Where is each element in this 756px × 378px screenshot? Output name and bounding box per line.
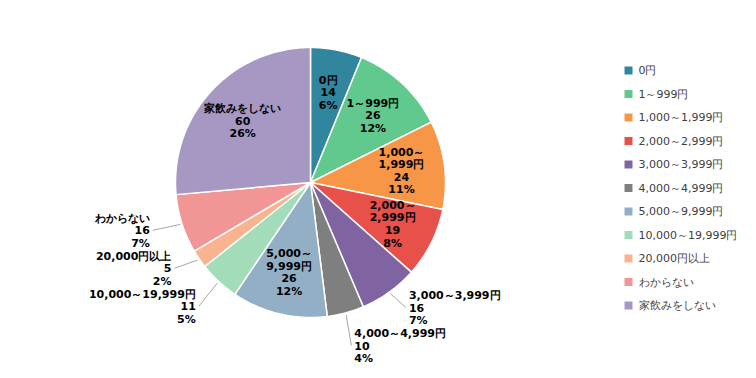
- svg-text:0円: 0円: [639, 64, 657, 77]
- svg-text:4,000～4,999円: 4,000～4,999円: [639, 182, 724, 195]
- svg-text:0円146%: 0円146%: [319, 74, 338, 112]
- svg-text:20,000円以上: 20,000円以上: [639, 252, 711, 265]
- svg-text:1,000～1,999円: 1,000～1,999円: [639, 111, 724, 124]
- svg-text:20,000円以上52%: 20,000円以上52%: [96, 250, 171, 288]
- svg-text:2,000～2,999円: 2,000～2,999円: [639, 135, 724, 148]
- svg-text:1～999円: 1～999円: [639, 88, 689, 101]
- svg-text:5,000～9,999円2612%: 5,000～9,999円2612%: [266, 247, 312, 298]
- svg-text:10,000～19,999円115%: 10,000～19,999円115%: [89, 288, 196, 326]
- svg-text:4,000～4,999円104%: 4,000～4,999円104%: [354, 327, 446, 365]
- svg-text:家飲みをしない6026%: 家飲みをしない6026%: [203, 102, 281, 140]
- svg-text:10,000～19,999円: 10,000～19,999円: [639, 229, 738, 242]
- svg-text:家飲みをしない: 家飲みをしない: [639, 299, 716, 312]
- svg-text:3,000～3,999円167%: 3,000～3,999円167%: [409, 289, 501, 327]
- svg-text:2,000～2,999円198%: 2,000～2,999円198%: [370, 199, 416, 250]
- svg-text:3,000～3,999円: 3,000～3,999円: [639, 158, 724, 171]
- svg-text:わからない167%: わからない167%: [94, 212, 150, 250]
- svg-text:5,000～9,999円: 5,000～9,999円: [639, 205, 724, 218]
- svg-text:わからない: わからない: [639, 276, 694, 289]
- svg-text:1～999円2612%: 1～999円2612%: [347, 97, 400, 135]
- svg-text:1,000～1,999円2411%: 1,000～1,999円2411%: [379, 146, 425, 197]
